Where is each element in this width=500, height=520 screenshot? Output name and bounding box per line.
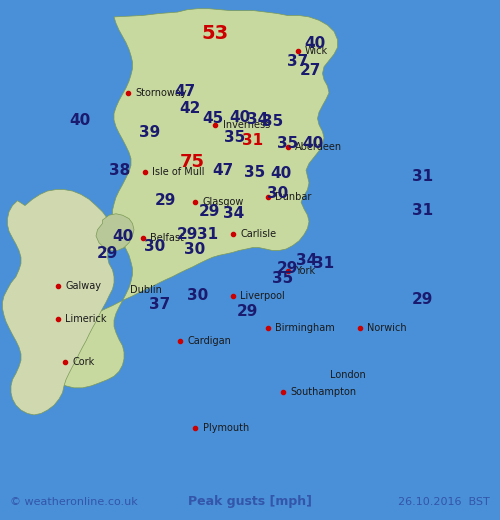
Text: 40: 40 <box>70 113 90 128</box>
Text: 31: 31 <box>242 133 263 148</box>
Text: Wick: Wick <box>305 46 328 56</box>
Polygon shape <box>96 214 134 251</box>
Text: 35: 35 <box>244 165 266 180</box>
Text: Birmingham: Birmingham <box>275 323 335 333</box>
Text: York: York <box>295 266 315 276</box>
Text: 29: 29 <box>277 261 298 276</box>
Text: 29: 29 <box>412 292 433 307</box>
Text: Cork: Cork <box>72 357 95 367</box>
Text: 35: 35 <box>277 136 298 151</box>
Text: Limerick: Limerick <box>65 314 106 324</box>
Text: 30: 30 <box>144 239 166 254</box>
Text: Glasgow: Glasgow <box>202 197 244 206</box>
Text: 30: 30 <box>187 289 208 304</box>
Text: Southampton: Southampton <box>290 387 356 397</box>
Text: 29: 29 <box>97 246 118 262</box>
Text: Belfast: Belfast <box>150 233 184 243</box>
Text: London: London <box>330 370 366 380</box>
Polygon shape <box>2 190 114 415</box>
Text: 34: 34 <box>296 253 317 268</box>
Text: 47: 47 <box>212 163 233 178</box>
Text: 35: 35 <box>224 131 246 145</box>
Text: 30: 30 <box>184 242 206 257</box>
Text: 39: 39 <box>140 125 160 140</box>
Text: 37: 37 <box>150 297 171 312</box>
Text: 47: 47 <box>174 84 196 99</box>
Text: 29: 29 <box>237 304 258 319</box>
Text: 35: 35 <box>262 114 283 129</box>
Text: 40: 40 <box>230 110 250 124</box>
Text: 40: 40 <box>304 36 326 51</box>
Text: Liverpool: Liverpool <box>240 291 285 301</box>
Text: 37: 37 <box>287 54 308 69</box>
Text: 27: 27 <box>300 62 320 77</box>
Text: 29: 29 <box>177 227 198 242</box>
Text: Plymouth: Plymouth <box>202 423 249 433</box>
Text: 29: 29 <box>154 193 176 208</box>
Text: 53: 53 <box>202 24 228 43</box>
Text: Carlisle: Carlisle <box>240 229 276 239</box>
Text: 40: 40 <box>270 166 291 180</box>
Text: Galway: Galway <box>65 281 101 291</box>
Text: 31: 31 <box>412 169 433 184</box>
Text: Dunbar: Dunbar <box>275 192 312 202</box>
Text: 38: 38 <box>110 163 130 178</box>
Text: 26.10.2016  BST: 26.10.2016 BST <box>398 497 490 507</box>
Text: 75: 75 <box>180 153 205 171</box>
Text: Inverness: Inverness <box>222 120 270 130</box>
Text: 40: 40 <box>112 229 133 244</box>
Text: Dublin: Dublin <box>130 285 162 295</box>
Polygon shape <box>42 9 338 388</box>
Text: Aberdeen: Aberdeen <box>295 142 342 152</box>
Text: 31: 31 <box>412 203 433 218</box>
Text: © weatheronline.co.uk: © weatheronline.co.uk <box>10 497 138 507</box>
Text: Peak gusts [mph]: Peak gusts [mph] <box>188 495 312 509</box>
Text: Norwich: Norwich <box>368 323 407 333</box>
Text: Stornoway: Stornoway <box>135 88 186 98</box>
Text: 30: 30 <box>267 186 288 201</box>
Text: Cardigan: Cardigan <box>188 336 232 346</box>
Text: 34: 34 <box>247 112 268 127</box>
Text: 31: 31 <box>197 227 218 242</box>
Text: 42: 42 <box>180 101 201 116</box>
Text: 40: 40 <box>302 136 323 151</box>
Text: 34: 34 <box>224 206 244 221</box>
Text: 35: 35 <box>272 270 293 285</box>
Text: 45: 45 <box>202 111 223 126</box>
Text: Isle of Mull: Isle of Mull <box>152 167 205 177</box>
Text: 31: 31 <box>314 256 334 271</box>
Text: 29: 29 <box>198 204 220 219</box>
